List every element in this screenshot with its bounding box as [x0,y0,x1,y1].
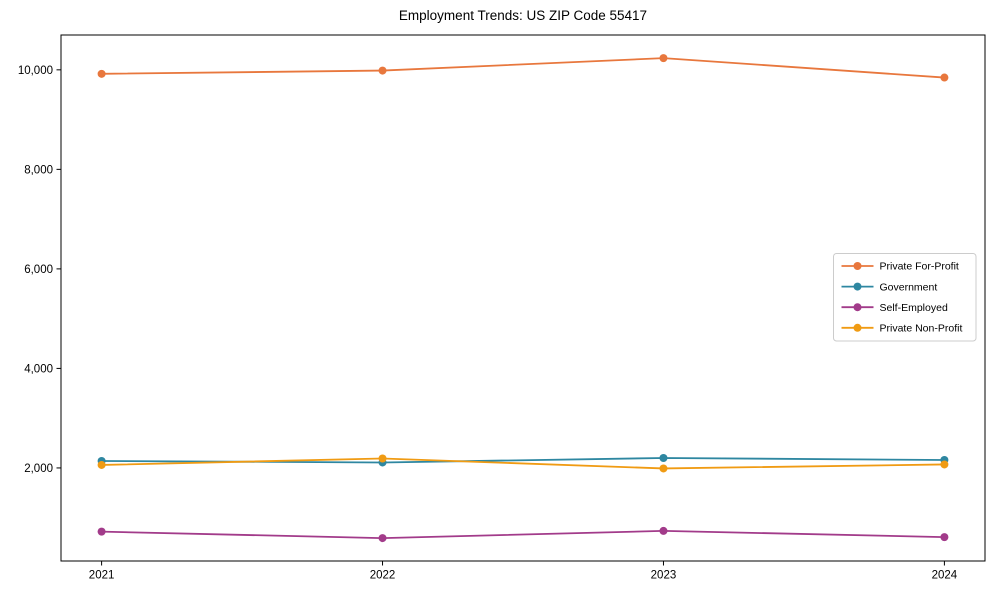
data-point-private-for-profit [940,73,949,82]
x-tick-label: 2023 [651,570,677,582]
x-tick-label: 2021 [89,570,115,582]
x-tick-label: 2024 [932,570,958,582]
data-point-government [659,453,668,462]
data-point-private-non-profit [659,464,668,473]
y-tick-label: 6,000 [24,264,53,276]
data-point-self-employed [659,526,668,535]
legend-label-private-non-profit: Private Non-Profit [880,322,963,334]
data-point-self-employed [378,534,387,543]
x-tick-label: 2022 [370,570,396,582]
data-point-private-non-profit [378,454,387,463]
series-line-private-for-profit [100,57,946,79]
legend-box [833,253,977,342]
axes-frame [60,34,986,562]
legend-marker-private-for-profit [853,262,862,270]
y-tick-label: 4,000 [24,363,53,375]
chart-title: Employment Trends: US ZIP Code 55417 [398,8,648,23]
legend-marker-self-employed [853,303,862,312]
y-tick-label: 2,000 [24,463,53,475]
legend-label-private-for-profit: Private For-Profit [880,261,959,273]
data-point-self-employed [940,533,949,542]
legend-marker-government [853,282,862,291]
data-point-private-non-profit [97,460,106,469]
data-point-private-for-profit [659,54,668,63]
series-line-private-non-profit [100,457,946,470]
data-point-self-employed [97,527,106,536]
legend-label-government: Government [880,281,938,293]
series-line-self-employed [100,529,946,540]
data-point-private-for-profit [97,69,106,78]
legend-label-self-employed: Self-Employed [880,302,948,314]
y-tick-label: 8,000 [24,164,53,176]
data-point-private-for-profit [378,66,387,75]
y-tick-label: 10,000 [18,65,53,77]
legend-marker-private-non-profit [853,323,862,332]
data-point-private-non-profit [940,460,949,469]
